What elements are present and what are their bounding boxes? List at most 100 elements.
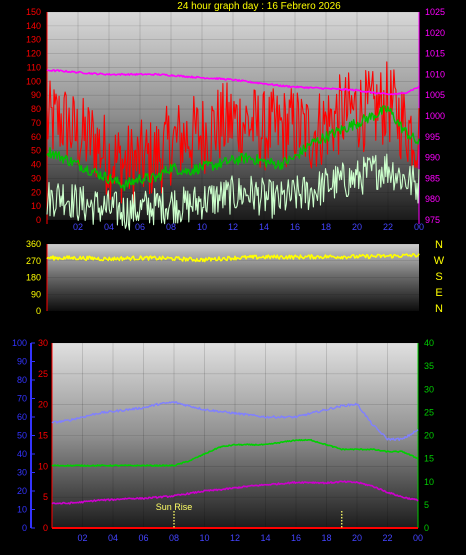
- humidity-tick-label: 100: [12, 338, 27, 348]
- direction-tick-label: 360: [26, 239, 41, 249]
- sunrise-label: Sun Rise: [156, 502, 193, 512]
- wind-tick-label: 120: [26, 49, 41, 59]
- humidity-tick-label: 0: [22, 523, 27, 533]
- wind-tick-label: 90: [31, 90, 41, 100]
- compass-label: N: [435, 303, 443, 315]
- wind-direction-line: [46, 252, 420, 263]
- dewpoint-tick-label: 25: [38, 369, 48, 379]
- pressure-tick-label: 990: [425, 153, 440, 163]
- compass-label: N: [435, 239, 443, 251]
- pressure-line: [46, 69, 420, 96]
- humidity-line: [51, 401, 419, 441]
- compass-label: E: [435, 287, 442, 299]
- pressure-tick-label: 1005: [425, 90, 445, 100]
- wind-tick-label: 150: [26, 7, 41, 17]
- wind-tick-label: 20: [31, 187, 41, 197]
- wind-pressure-series: [46, 61, 420, 231]
- wind-tick-label: 130: [26, 35, 41, 45]
- wind-tick-label: 10: [31, 201, 41, 211]
- wind-tick-label: 60: [31, 132, 41, 142]
- temp-humidity-series: [51, 401, 419, 529]
- x-tick-label: 18: [321, 222, 331, 232]
- temperature-tick-label: 35: [424, 361, 434, 371]
- x-tick-label: 16: [291, 533, 301, 543]
- x-tick-label: 04: [104, 222, 114, 232]
- dewpoint-tick-label: 30: [38, 338, 48, 348]
- temperature-line: [51, 438, 419, 467]
- wind-tick-label: 110: [27, 62, 41, 72]
- compass-label: S: [435, 271, 442, 283]
- temperature-tick-label: 15: [424, 454, 434, 464]
- temp-humidity-x-ticks: 02 04 06 08 10 12 14 16 18 20 22 00: [77, 533, 423, 543]
- pressure-axis-ticks: 975 980 985 990 995 1000 1005 1010 1015 1020 1025: [425, 7, 445, 225]
- temperature-tick-label: 0: [424, 523, 429, 533]
- compass-label: W: [434, 255, 445, 267]
- wind-avg-line: [46, 105, 420, 191]
- x-tick-label: 18: [321, 533, 331, 543]
- humidity-tick-label: 90: [17, 357, 27, 367]
- wind-axis-ticks: 0 10 20 30 40 50 60 70 80 90 100 110 120 130 140 150: [26, 7, 41, 225]
- x-tick-label: 20: [352, 222, 362, 232]
- wind-tick-label: 50: [31, 146, 41, 156]
- x-tick-label: 14: [259, 222, 269, 232]
- temperature-tick-label: 30: [424, 384, 434, 394]
- x-tick-label: 06: [135, 222, 145, 232]
- humidity-tick-label: 60: [17, 412, 27, 422]
- humidity-tick-label: 80: [17, 375, 27, 385]
- x-tick-label: 10: [197, 222, 207, 232]
- pressure-tick-label: 995: [425, 132, 440, 142]
- pressure-tick-label: 1000: [425, 111, 445, 121]
- temp-humidity-plot-area: [52, 343, 418, 528]
- temperature-tick-label: 5: [424, 500, 429, 510]
- pressure-tick-label: 985: [425, 173, 440, 183]
- dewpoint-tick-label: 15: [38, 431, 48, 441]
- wind-pressure-x-ticks: 02 04 06 08 10 12 14 16 18 20 22 00: [73, 222, 424, 232]
- x-tick-label: 14: [260, 533, 270, 543]
- x-tick-label: 02: [73, 222, 83, 232]
- x-tick-label: 00: [413, 533, 423, 543]
- wind-tick-label: 40: [31, 160, 41, 170]
- x-tick-label: 08: [166, 222, 176, 232]
- x-tick-label: 02: [77, 533, 87, 543]
- wind-tick-label: 80: [31, 104, 41, 114]
- direction-tick-label: 0: [36, 306, 41, 316]
- wind-tick-label: 70: [31, 118, 41, 128]
- pressure-tick-label: 980: [425, 194, 440, 204]
- x-tick-label: 22: [382, 533, 392, 543]
- x-tick-label: 12: [230, 533, 240, 543]
- direction-axis-ticks: 0 90 180 270 360: [26, 239, 41, 316]
- temperature-tick-label: 20: [424, 431, 434, 441]
- pressure-tick-label: 1020: [425, 28, 445, 38]
- wind-direction-series: [46, 252, 420, 263]
- wind-tick-label: 30: [31, 173, 41, 183]
- wind-light-line: [46, 153, 420, 231]
- x-tick-label: 08: [169, 533, 179, 543]
- temperature-tick-label: 10: [424, 477, 434, 487]
- wind-tick-label: 140: [26, 21, 41, 31]
- humidity-tick-label: 70: [17, 394, 27, 404]
- chart-title: 24 hour graph day : 16 Febrero 2026: [177, 1, 341, 12]
- direction-tick-label: 270: [26, 256, 41, 266]
- pressure-tick-label: 1015: [425, 49, 445, 59]
- wind-direction-grid: [46, 243, 419, 312]
- wind-tick-label: 100: [26, 76, 41, 86]
- dewpoint-tick-label: 5: [43, 492, 48, 502]
- sunrise-annotation: Sun Rise: [156, 502, 343, 528]
- pressure-tick-label: 975: [425, 215, 440, 225]
- dewpoint-tick-label: 20: [38, 400, 48, 410]
- pressure-tick-label: 1010: [425, 69, 445, 79]
- x-tick-label: 06: [138, 533, 148, 543]
- temp-humidity-axes: 0 10 20 30 40 50 60 70 80 90 100 0 5 10 15 20 25 30 0 5 10 15…: [12, 338, 434, 533]
- dewpoint-tick-label: 0: [43, 523, 48, 533]
- wind-tick-label: 0: [36, 215, 41, 225]
- x-tick-label: 16: [290, 222, 300, 232]
- humidity-tick-label: 10: [17, 505, 27, 515]
- x-tick-label: 22: [383, 222, 393, 232]
- humidity-tick-label: 40: [17, 449, 27, 459]
- humidity-tick-label: 20: [17, 486, 27, 496]
- x-tick-label: 04: [108, 533, 118, 543]
